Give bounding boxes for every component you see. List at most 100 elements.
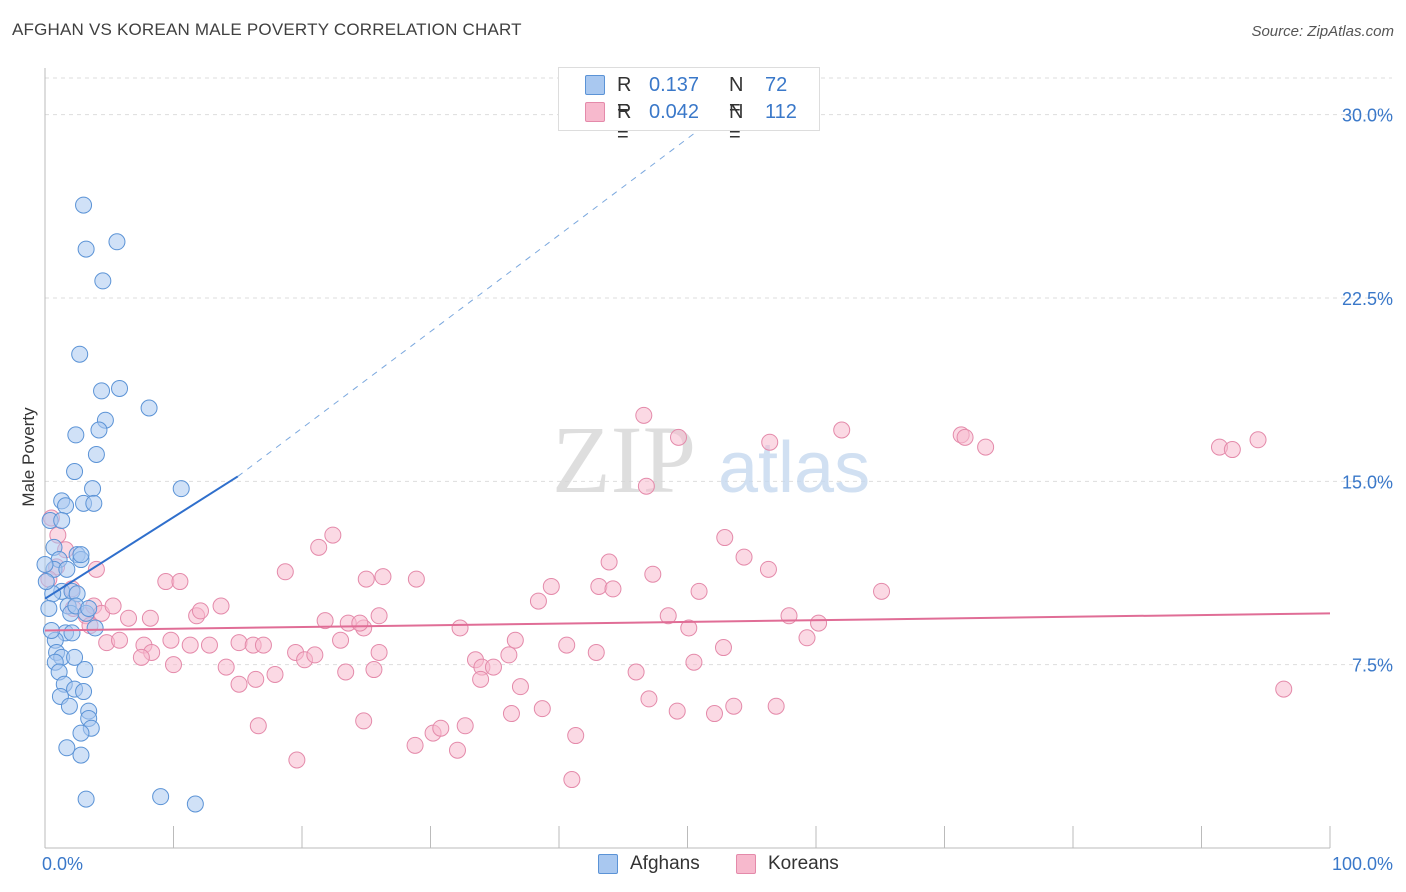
korean-point [873, 582, 891, 600]
afghan-point [152, 788, 170, 806]
korean-point [217, 658, 235, 676]
korean-point [165, 656, 182, 674]
korean-point [716, 529, 734, 547]
korean-point [111, 631, 129, 649]
afghan-point [58, 739, 76, 757]
korean-point [767, 697, 785, 715]
afghan-point [66, 648, 84, 666]
korean-point [247, 670, 265, 688]
korean-point [502, 705, 520, 723]
korean-point [120, 609, 138, 627]
korean-point [659, 607, 677, 625]
korean-point [288, 751, 306, 769]
koreans-trend-line [44, 612, 1331, 632]
korean-point [833, 421, 851, 439]
korean-point [171, 573, 189, 591]
afghan-point [53, 511, 71, 529]
afghan-point [172, 480, 190, 498]
korean-point [200, 636, 218, 654]
korean-point [276, 563, 294, 581]
korean-point [529, 592, 547, 610]
korean-point [456, 717, 474, 735]
r-label: R = [617, 101, 632, 146]
afghan-point [77, 240, 95, 258]
grid-lines [45, 77, 1392, 666]
axis-labels: 7.5% 15.0% 22.5% 30.0% 0.0% 100.0% Male Povert… [19, 106, 1393, 874]
axes [44, 68, 1331, 849]
n-value: 72 [765, 74, 788, 96]
y-tick-label: 22.5% [1342, 289, 1393, 309]
afghan-point [86, 619, 104, 637]
afghan-point [111, 379, 129, 397]
korean-point [324, 526, 342, 544]
korean-point [725, 697, 743, 715]
r-value: 0.042 [649, 101, 700, 123]
y-tick-label: 15.0% [1342, 472, 1393, 492]
n-label: N = [729, 74, 744, 119]
korean-point [627, 663, 645, 681]
legend-label-koreans: Koreans [768, 853, 839, 874]
afghan-point [72, 724, 90, 742]
afghan-points [36, 196, 204, 813]
korean-point [191, 602, 209, 620]
watermark: ZIP atlas [552, 406, 870, 513]
korean-point [668, 702, 686, 720]
korean-point [690, 582, 708, 600]
afghan-point [85, 494, 103, 512]
korean-point [810, 614, 828, 632]
korean-point [249, 717, 267, 735]
korean-point [337, 663, 355, 681]
n-value: 112 [765, 101, 797, 123]
korean-point [355, 712, 373, 730]
korean-point [506, 631, 524, 649]
legend-stats: R = 0.137 N = 72 R = 0.042 N = 112 [558, 67, 820, 146]
korean-point [374, 568, 392, 586]
afghan-point [58, 560, 76, 578]
korean-point [600, 553, 618, 571]
afghan-point [66, 463, 84, 481]
afghan-point [108, 233, 126, 251]
korean-point [604, 580, 622, 598]
korean-point [162, 631, 180, 649]
watermark-atlas: atlas [718, 428, 870, 508]
afghan-point [36, 555, 54, 573]
korean-point [533, 700, 551, 718]
korean-point [406, 736, 424, 754]
afghan-point [94, 272, 112, 290]
korean-point [759, 560, 777, 578]
afghans-trend-line [44, 475, 239, 600]
afghan-point [37, 573, 55, 591]
korean-point [640, 690, 658, 708]
afghan-point [60, 697, 78, 715]
trend-lines [44, 89, 1331, 632]
r-value: 0.137 [649, 74, 700, 96]
korean-point [230, 675, 248, 693]
korean-point [407, 570, 425, 588]
afghan-point [72, 546, 90, 564]
korean-point [104, 597, 122, 615]
y-tick-label: 7.5% [1352, 656, 1393, 676]
n-label: N = [729, 101, 744, 146]
korean-point [306, 646, 324, 664]
afghan-point [87, 445, 105, 463]
korean-point [761, 433, 779, 451]
korean-point [332, 631, 350, 649]
korean-point [141, 609, 159, 627]
afghan-point [40, 599, 58, 617]
korean-point [87, 560, 105, 578]
korean-point [1249, 431, 1267, 449]
afghans-swatch [598, 854, 618, 874]
afghan-point [71, 345, 89, 363]
afghan-point [75, 196, 93, 214]
korean-point [511, 678, 529, 696]
korean-point [266, 665, 284, 683]
korean-point [714, 639, 732, 657]
korean-point [351, 614, 369, 632]
afghan-point [84, 480, 102, 498]
korean-point [705, 705, 723, 723]
korean-point [500, 646, 518, 664]
afghan-point [186, 795, 204, 813]
korean-point [567, 727, 585, 745]
